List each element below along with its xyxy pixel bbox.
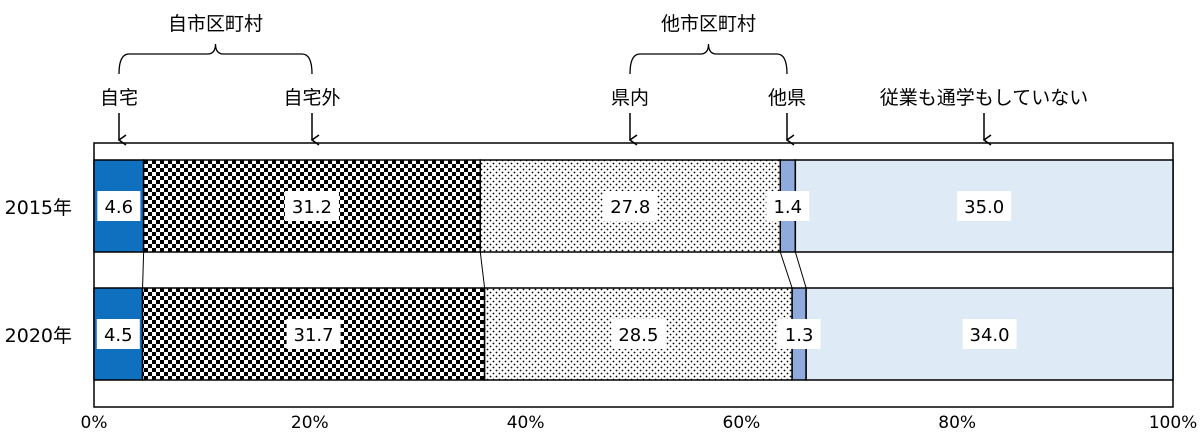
group-label: 他市区町村 <box>661 13 756 35</box>
x-tick-label: 20% <box>291 413 329 433</box>
svg-text:35.0: 35.0 <box>964 197 1004 218</box>
bracket-line <box>629 43 788 75</box>
callout-label: 自宅外 <box>283 87 340 109</box>
connector-line <box>794 251 807 289</box>
data-label: 28.5 <box>611 319 666 349</box>
callout-series-3: 県内 <box>611 87 649 140</box>
connector-line <box>479 251 486 289</box>
callout-series-4: 他県 <box>768 87 806 140</box>
data-label: 1.4 <box>766 191 810 221</box>
callout-series-1: 自宅 <box>100 87 138 140</box>
category-labels: 2015年 2020年 <box>5 197 72 347</box>
svg-text:4.6: 4.6 <box>104 197 133 218</box>
group-bracket-2: 他市区町村 <box>629 13 788 75</box>
x-tick-label: 80% <box>938 413 976 433</box>
x-tick-label: 60% <box>723 413 761 433</box>
callout-label: 従業も通学もしていない <box>880 87 1088 109</box>
svg-text:28.5: 28.5 <box>618 325 658 346</box>
callout-label: 他県 <box>768 87 806 109</box>
callout-series-2: 自宅外 <box>283 87 341 140</box>
group-bracket-1: 自市区町村 <box>118 13 313 75</box>
series-callouts: 自宅 自宅外 県内 他県 従業も通学もしていない <box>100 87 1088 140</box>
x-tick-label: 100% <box>1149 413 1198 433</box>
callout-label: 自宅 <box>100 87 138 109</box>
svg-text:4.5: 4.5 <box>104 325 133 346</box>
data-label: 27.8 <box>603 191 658 221</box>
callout-series-5: 従業も通学もしていない <box>880 87 1088 140</box>
data-label: 31.2 <box>284 191 339 221</box>
data-label: 35.0 <box>957 191 1012 221</box>
data-label: 4.5 <box>96 319 140 349</box>
data-label: 31.7 <box>286 319 341 349</box>
group-brackets: 自市区町村 他市区町村 <box>118 13 788 75</box>
svg-text:31.2: 31.2 <box>292 197 332 218</box>
data-label: 1.3 <box>777 319 821 349</box>
value-labels: 4.6 31.2 27.8 1.4 35.0 4.5 31.7 28.5 1.3 34.0 <box>96 191 1017 349</box>
svg-text:1.4: 1.4 <box>773 197 802 218</box>
connector-line <box>779 251 793 289</box>
data-label: 4.6 <box>97 191 141 221</box>
category-label: 2020年 <box>5 325 72 347</box>
data-label: 34.0 <box>962 319 1017 349</box>
group-label: 自市区町村 <box>168 13 263 35</box>
category-label: 2015年 <box>5 197 72 219</box>
bracket-line <box>118 43 313 75</box>
svg-text:27.8: 27.8 <box>610 197 650 218</box>
x-tick-label: 0% <box>81 413 108 433</box>
x-axis-tick-labels: 0% 20% 40% 60% 80% 100% <box>81 413 1198 433</box>
svg-text:1.3: 1.3 <box>785 325 814 346</box>
connector-line <box>142 251 145 289</box>
svg-text:34.0: 34.0 <box>970 325 1010 346</box>
callout-label: 県内 <box>611 87 649 109</box>
bar-connectors <box>142 251 807 289</box>
svg-text:31.7: 31.7 <box>294 325 334 346</box>
x-tick-label: 40% <box>507 413 545 433</box>
